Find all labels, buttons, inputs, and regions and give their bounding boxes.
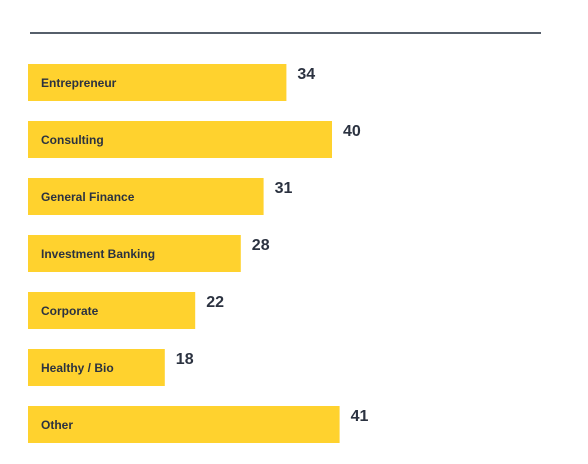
bar-healthy-bio [28, 349, 165, 386]
category-label: Corporate [41, 304, 99, 318]
value-label: 22 [206, 294, 224, 311]
bars-group: Entrepreneur 34 Consulting 40 General Financ… [28, 64, 368, 443]
category-label: Other [41, 418, 73, 432]
bar-investment-banking [28, 235, 241, 272]
category-label: Healthy / Bio [41, 361, 114, 375]
category-label: General Finance [41, 190, 135, 204]
category-label: Investment Banking [41, 247, 155, 261]
category-label: Consulting [41, 133, 104, 147]
value-label: 18 [176, 351, 194, 368]
value-label: 28 [252, 237, 270, 254]
bar-corporate [28, 292, 196, 329]
value-label: 31 [275, 180, 293, 197]
value-label: 41 [351, 408, 369, 425]
category-label: Entrepreneur [41, 76, 117, 90]
bar-general-finance [28, 178, 264, 215]
bar-other [28, 406, 340, 443]
bar-entrepreneur [28, 64, 287, 101]
bar-consulting [28, 121, 332, 158]
value-label: 40 [343, 123, 361, 140]
value-label: 34 [297, 66, 315, 83]
